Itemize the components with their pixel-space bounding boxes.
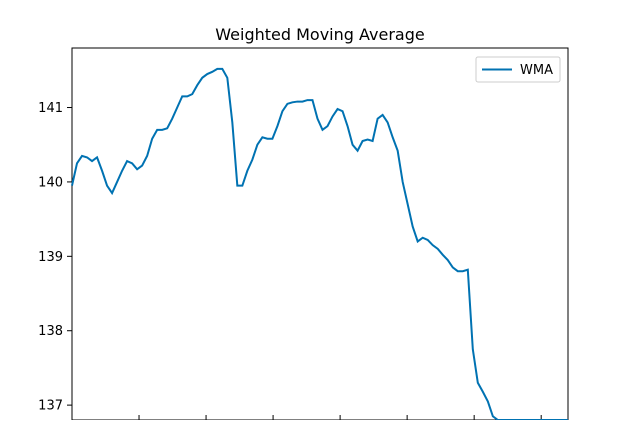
y-axis: 137 138 139 140 141: [38, 101, 72, 414]
plot-frame: [71, 47, 569, 421]
legend-label-wma: WMA: [520, 63, 553, 78]
y-tick-label: 140: [38, 175, 63, 190]
legend-box: [475, 56, 561, 83]
legend: WMA: [475, 56, 561, 83]
y-tick-label: 141: [38, 101, 63, 116]
y-tick-label: 138: [38, 324, 63, 339]
x-axis: [71, 415, 542, 420]
y-tick-label: 139: [38, 250, 63, 265]
y-tick-label: 137: [38, 399, 63, 414]
series-line-wma: [71, 67, 568, 421]
chart-title: Weighted Moving Average: [215, 25, 424, 44]
